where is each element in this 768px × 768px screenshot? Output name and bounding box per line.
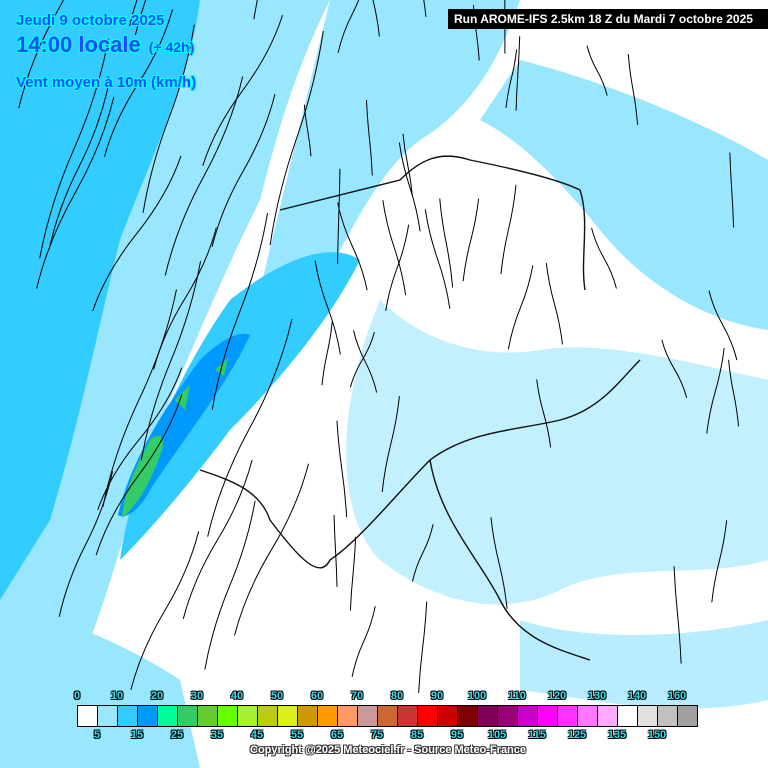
streamline — [314, 260, 341, 355]
streamline — [92, 155, 182, 312]
streamline — [627, 53, 639, 125]
streamline — [728, 359, 740, 427]
forecast-lead-time: (+ 42h) — [148, 39, 195, 55]
streamline — [207, 319, 293, 537]
streamline — [103, 9, 173, 157]
streamline — [95, 393, 183, 556]
streamline — [385, 224, 410, 311]
country-borders — [199, 155, 641, 661]
streamline — [142, 24, 195, 213]
streamline — [134, 0, 147, 36]
streamline — [673, 566, 682, 664]
streamline — [382, 200, 407, 296]
streamline — [381, 396, 400, 493]
streamline — [729, 152, 735, 228]
streamline — [708, 290, 738, 361]
streamline — [36, 96, 115, 289]
streamline — [372, 0, 380, 37]
parameter-title: Vent moyen à 10m (km/h) — [16, 74, 197, 91]
streamline — [490, 517, 508, 609]
streamline — [423, 0, 427, 17]
streamline — [164, 76, 244, 276]
streamline — [507, 265, 534, 350]
streamline — [18, 0, 64, 109]
streamline — [204, 500, 256, 670]
forecast-time: 14:00 locale (+ 42h) — [16, 32, 194, 58]
streamline — [591, 227, 617, 289]
run-info: Run AROME-IFS 2.5km 18 Z du Mardi 7 octo… — [448, 9, 768, 29]
streamline — [349, 331, 375, 388]
streamline — [58, 471, 114, 617]
streamline — [337, 202, 368, 291]
streamline — [48, 85, 109, 250]
streamline — [336, 420, 348, 518]
streamline — [333, 514, 338, 587]
streamline — [462, 198, 480, 282]
streamline — [102, 289, 177, 507]
streamline — [140, 261, 202, 461]
streamline — [202, 14, 283, 166]
streamline — [515, 36, 521, 111]
streamline — [182, 459, 253, 620]
streamline — [337, 168, 341, 265]
streamline — [211, 93, 276, 247]
copyright: Copyright @2025 Meteociel.fr - Source Me… — [250, 744, 527, 756]
streamline — [349, 537, 357, 611]
streamline — [661, 339, 688, 399]
streamline — [353, 330, 378, 393]
streamline — [234, 463, 310, 636]
streamline — [424, 209, 451, 309]
streamline — [439, 198, 454, 288]
forecast-time-value: 14:00 locale — [16, 32, 141, 57]
streamline — [211, 212, 269, 410]
streamline — [269, 30, 324, 246]
streamline — [402, 133, 413, 196]
forecast-date: Jeudi 9 octobre 2025 — [16, 12, 165, 29]
streamline — [711, 520, 728, 603]
streamline — [398, 142, 421, 232]
streamline — [418, 601, 428, 693]
streamline — [536, 379, 552, 448]
streamline — [545, 263, 563, 345]
streamline — [500, 184, 517, 275]
streamline — [129, 0, 138, 27]
streamline — [706, 348, 725, 434]
streamline — [39, 38, 109, 259]
streamline — [337, 0, 360, 53]
streamline — [303, 104, 312, 157]
streamline — [505, 49, 518, 108]
streamline — [351, 606, 376, 678]
streamline — [321, 321, 333, 386]
wind-streamlines — [18, 0, 740, 693]
streamline — [412, 524, 434, 582]
streamline — [586, 45, 608, 96]
streamline — [130, 531, 200, 691]
streamline — [365, 99, 373, 176]
